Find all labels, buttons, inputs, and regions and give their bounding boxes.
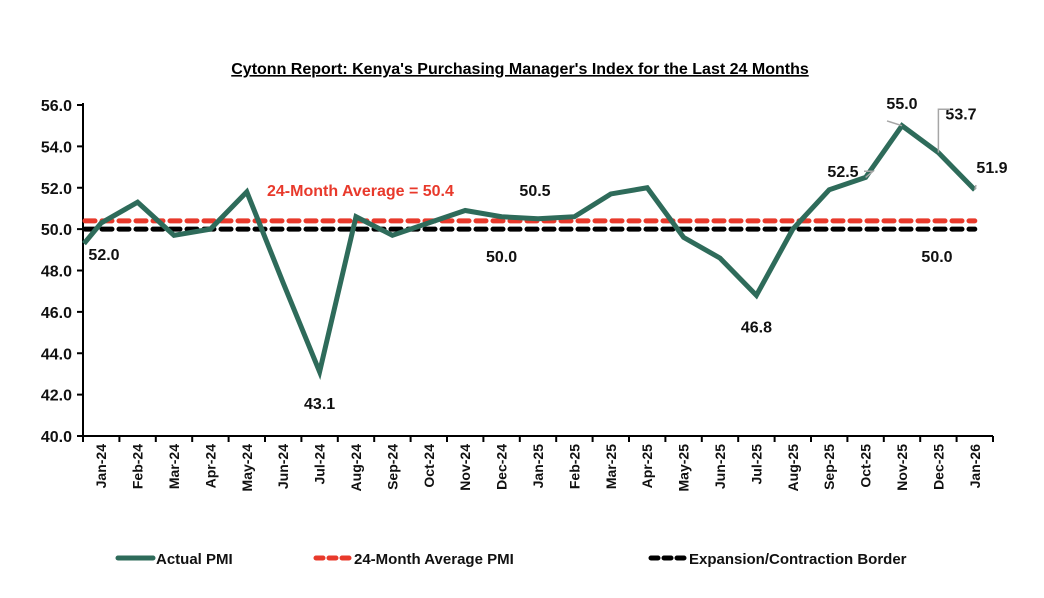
data-label: 50.0 — [486, 249, 517, 266]
x-tick-label: Jun-25 — [712, 444, 728, 489]
x-tick-label: Jul-24 — [312, 444, 328, 485]
data-label: 43.1 — [304, 396, 335, 413]
x-tick-label: Jun-24 — [275, 444, 291, 489]
x-tick-label: Jan-26 — [967, 444, 983, 489]
x-tick-label: Aug-25 — [785, 444, 801, 492]
data-label: 52.5 — [827, 164, 858, 181]
x-tick-label: Aug-24 — [348, 444, 364, 492]
x-tick-label: Feb-24 — [130, 444, 146, 489]
y-tick-label: 46.0 — [41, 305, 72, 322]
x-tick-label: Nov-25 — [894, 444, 910, 491]
x-tick-label: May-25 — [676, 444, 692, 492]
legend-item: 24-Month Average PMI — [313, 551, 514, 568]
legend-label: Actual PMI — [156, 551, 233, 568]
x-tick-label: Feb-25 — [566, 444, 582, 489]
average-annotation: 24-Month Average = 50.4 — [267, 183, 454, 200]
x-tick-label: Dec-25 — [930, 444, 946, 490]
leader-line — [864, 170, 876, 178]
x-tick-label: Apr-25 — [639, 444, 655, 489]
x-tick-label: Oct-24 — [421, 444, 437, 488]
y-tick-label: 56.0 — [41, 98, 72, 115]
chart-title: Cytonn Report: Kenya's Purchasing Manage… — [231, 61, 809, 78]
leader-line — [974, 184, 977, 191]
legend-item: Actual PMI — [115, 551, 233, 568]
y-tick-label: 40.0 — [41, 429, 72, 446]
data-label: 55.0 — [886, 96, 917, 113]
x-tick-label: Dec-24 — [494, 444, 510, 490]
data-label: 50.0 — [921, 249, 952, 266]
legend-label: Expansion/Contraction Border — [689, 551, 907, 568]
x-tick-label: Nov-24 — [457, 444, 473, 491]
x-tick-label: Oct-25 — [858, 444, 874, 488]
y-tick-label: 52.0 — [41, 181, 72, 198]
y-tick-label: 42.0 — [41, 388, 72, 405]
data-label: 53.7 — [945, 106, 976, 123]
x-tick-label: Jul-25 — [748, 444, 764, 485]
x-tick-label: Mar-25 — [603, 444, 619, 489]
y-tick-label: 48.0 — [41, 264, 72, 281]
leader-line — [886, 120, 903, 127]
x-tick-label: Apr-24 — [202, 444, 218, 489]
x-tick-label: Jan-25 — [530, 444, 546, 489]
y-tick-label: 50.0 — [41, 222, 72, 239]
x-tick-label: Sep-24 — [384, 444, 400, 490]
legend-item: Expansion/Contraction Border — [648, 551, 907, 568]
plot-area: 40.0 42.0 44.0 46.0 48.0 50.0 52.0 54.0 56.0 Jan-… — [41, 96, 1008, 492]
x-tick-label: Sep-25 — [821, 444, 837, 490]
actual-pmi-line — [82, 122, 977, 381]
legend: Actual PMI 24-Month Average PMI Expansion/… — [115, 551, 907, 568]
leader-line — [937, 108, 950, 153]
x-tick-label: Mar-24 — [166, 444, 182, 489]
legend-label: 24-Month Average PMI — [354, 551, 514, 568]
data-label: 52.0 — [88, 247, 119, 264]
data-label: 46.8 — [741, 319, 772, 336]
x-tick-label: May-24 — [239, 444, 255, 492]
data-label: 51.9 — [976, 160, 1007, 177]
y-tick-label: 44.0 — [41, 346, 72, 363]
y-tick-label: 54.0 — [41, 139, 72, 156]
x-tick-label: Jan-24 — [93, 444, 109, 489]
data-label: 50.5 — [519, 183, 550, 200]
